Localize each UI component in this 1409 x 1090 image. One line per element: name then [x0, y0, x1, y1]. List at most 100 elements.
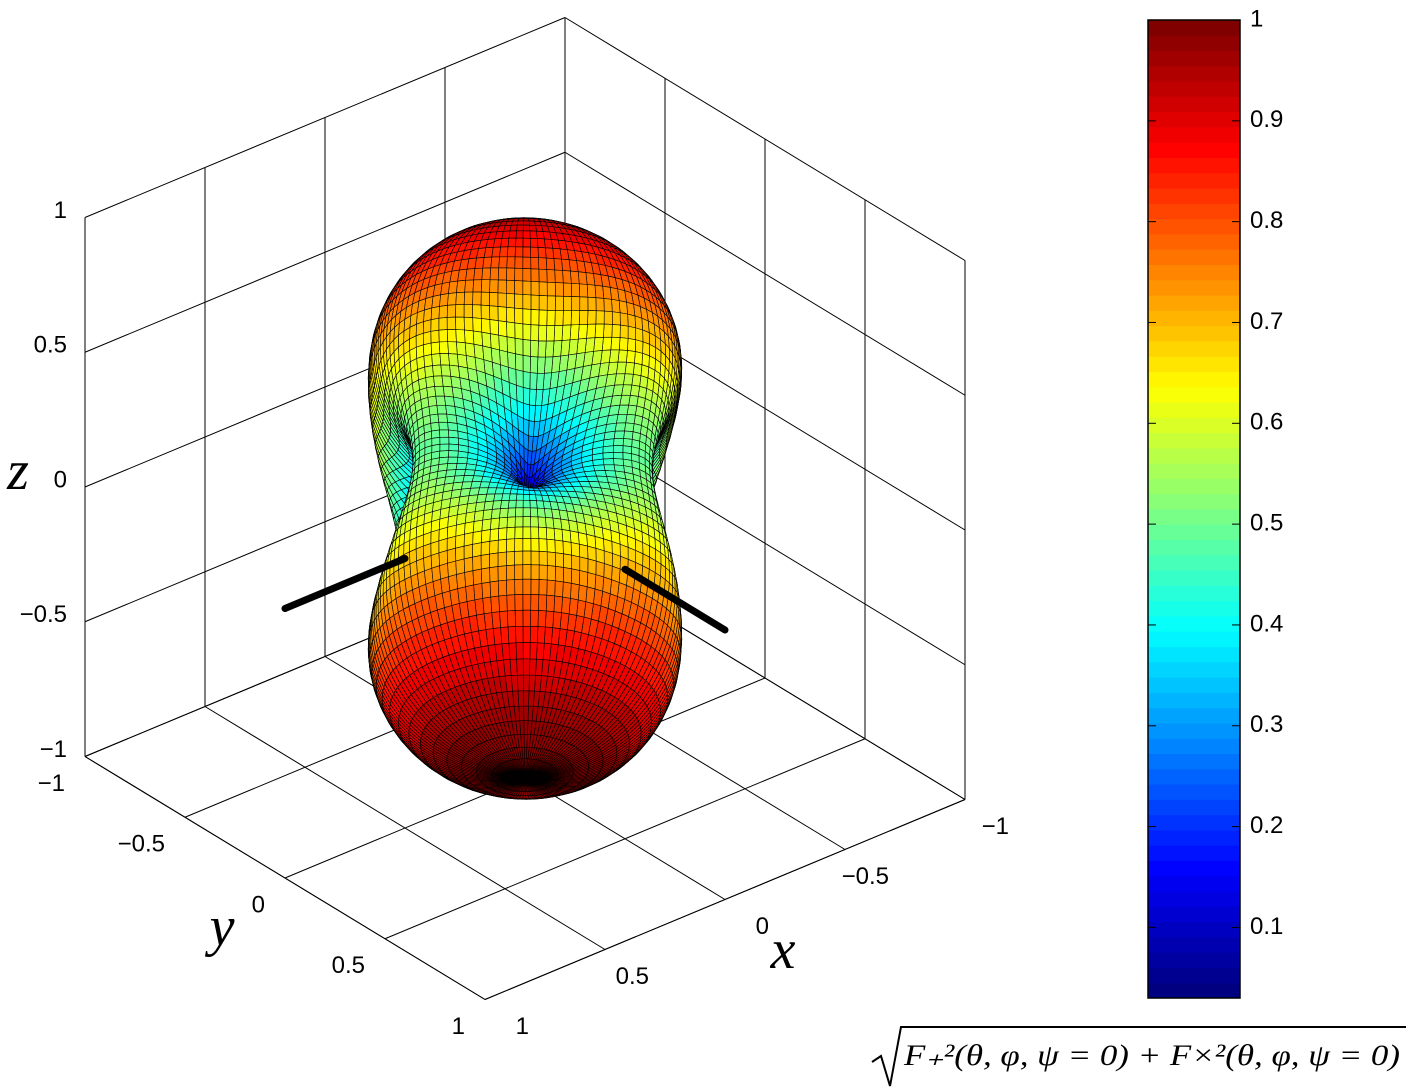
surface-patch [538, 257, 548, 270]
surface-patch [530, 268, 540, 283]
surface-patch [586, 323, 597, 339]
surface-patch [480, 291, 490, 307]
surface-patch [430, 306, 440, 321]
surface-patch [497, 320, 508, 338]
surface-patch [472, 304, 482, 319]
surface-patch [554, 310, 564, 326]
surface-patch [618, 337, 629, 351]
axis-line [84, 756, 486, 1000]
surface-patch [438, 304, 448, 319]
surface-patch [480, 279, 491, 293]
surface-patch [554, 282, 564, 297]
surface-patch [561, 324, 572, 341]
surface-patch [509, 224, 518, 232]
surface-patch [523, 218, 530, 222]
surface-patch [446, 329, 457, 343]
surface-patch [570, 270, 580, 285]
surface-patch [546, 309, 556, 326]
surface-patch [516, 220, 524, 226]
surface-patch [634, 339, 644, 354]
surface-patch [455, 304, 465, 318]
surface-patch [635, 327, 644, 343]
surface-patch [422, 319, 432, 334]
surface-patch [530, 256, 540, 270]
surface-patch [463, 316, 474, 332]
grid-line [564, 17, 966, 261]
surface-patch [627, 325, 637, 341]
surface-patch [430, 341, 441, 355]
surface-patch [505, 279, 515, 295]
surface-patch [430, 317, 440, 332]
grid-line [564, 151, 966, 396]
surface-patch [522, 323, 532, 341]
surface-patch [517, 218, 525, 222]
surface-patch [505, 293, 515, 309]
surface-patch [497, 279, 507, 294]
surface-patch [514, 293, 524, 310]
surface-patch [506, 321, 516, 339]
surface-patch [538, 309, 548, 326]
surface-patch [507, 237, 517, 248]
surface-patch [455, 291, 465, 306]
surface-patch [515, 237, 524, 248]
surface-patch [545, 257, 556, 271]
surface-patch [543, 238, 554, 249]
surface-patch [447, 292, 457, 306]
surface-patch [562, 310, 572, 326]
surface-patch [536, 238, 546, 249]
surface-patch [569, 324, 580, 341]
surface-patch [472, 330, 483, 347]
surface-patch [423, 354, 433, 368]
surface-patch [480, 318, 491, 335]
surface-patch [528, 220, 536, 226]
surface-patch [538, 268, 548, 283]
surface-patch [529, 224, 537, 232]
surface-patch [594, 323, 605, 339]
surface-patch [538, 281, 548, 297]
surface-patch [546, 269, 556, 283]
surface-patch [530, 294, 540, 311]
surface-patch [538, 324, 548, 342]
surface-patch [500, 237, 510, 248]
surface-patch [570, 310, 581, 326]
surface-patch [489, 267, 500, 281]
surface-patch [537, 247, 547, 259]
surface-patch [530, 309, 540, 326]
surface-patch [463, 291, 474, 305]
surface-patch [530, 246, 539, 258]
surface-patch [554, 295, 564, 311]
surface-patch [529, 388, 537, 407]
surface-patch [448, 280, 458, 294]
surface-patch [537, 340, 547, 358]
surface-patch [627, 313, 636, 329]
surface-patch [438, 341, 449, 354]
surface-patch [578, 283, 589, 298]
surface-patch [522, 280, 532, 296]
surface-patch [497, 267, 508, 281]
surface-patch [514, 246, 524, 258]
surface-patch [497, 306, 507, 323]
surface-patch [472, 279, 483, 293]
surface-patch [603, 323, 613, 338]
grid-line [84, 17, 566, 218]
surface-patch [632, 362, 643, 377]
surface-patch [423, 342, 432, 357]
surface-patch [601, 336, 613, 351]
surface-patch [545, 325, 556, 342]
surface-patch [446, 316, 457, 330]
surface-patch [603, 298, 613, 313]
surface-patch [515, 230, 524, 239]
surface-patch [611, 324, 621, 338]
surface-patch [506, 267, 516, 281]
surface-patch [627, 338, 637, 352]
surface-patch [545, 247, 555, 259]
surface-patch [422, 331, 432, 346]
surface-patch [611, 299, 621, 314]
surface [367, 217, 683, 800]
surface-patch [577, 323, 588, 340]
surface-patch [465, 268, 476, 281]
surface-patch [430, 329, 440, 344]
surface-patch [545, 340, 555, 358]
surface-patch [499, 246, 509, 258]
